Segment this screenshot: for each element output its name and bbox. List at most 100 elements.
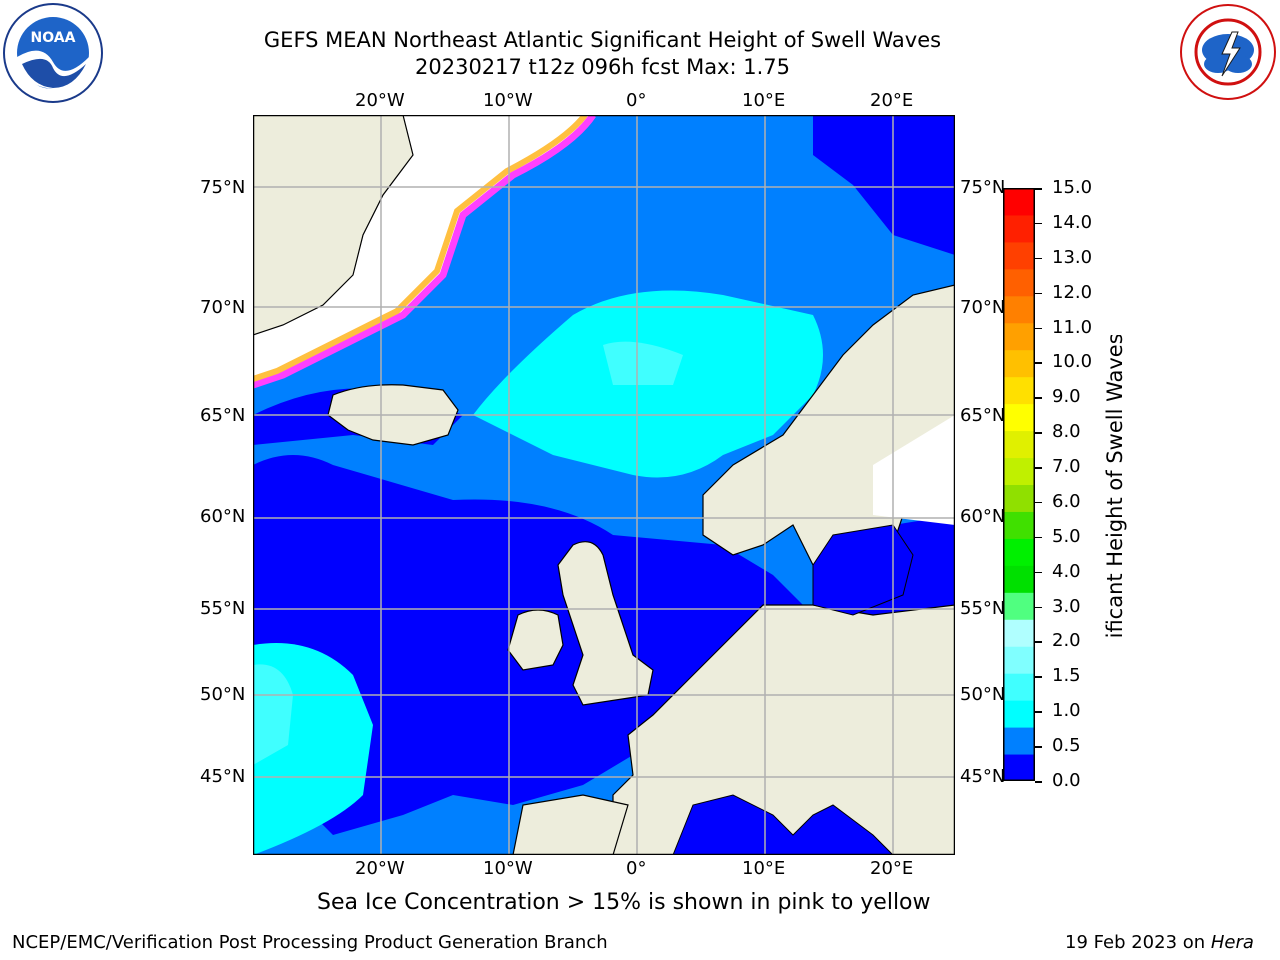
colorbar-tick-mark [1035, 536, 1042, 539]
colorbar-tick-label: 6.0 [1052, 490, 1081, 512]
colorbar-tick-mark [1035, 711, 1042, 713]
lat-tick-left: 70°N [200, 297, 246, 318]
colorbar-segment [1003, 241, 1035, 270]
colorbar-tick-mark [1035, 781, 1042, 783]
map-gridlines [253, 115, 955, 855]
land-great-britain [557, 541, 654, 706]
land-ireland [507, 609, 564, 671]
lat-tick-right: 45°N [960, 766, 1006, 787]
colorbar-tick-mark [1035, 327, 1042, 330]
colorbar-segment [1003, 349, 1035, 378]
footer-right: 19 Feb 2023 on Hera [1065, 932, 1254, 953]
colorbar-tick-label: 10.0 [1052, 351, 1093, 373]
land-greenland [253, 115, 414, 336]
lon-tick-top: 10°W [483, 90, 533, 111]
lon-tick-bottom: 10°E [742, 858, 786, 879]
colorbar-segment [1003, 214, 1035, 243]
colorbar-segment [1003, 430, 1035, 459]
lat-tick-right: 60°N [960, 506, 1006, 527]
colorbar-segment [1003, 673, 1035, 701]
nws-logo [1180, 4, 1276, 100]
sea-ice-edge [253, 115, 596, 389]
land-iberia [512, 794, 629, 855]
colorbar-tick-label: 0.5 [1052, 735, 1081, 757]
colorbar-segment [1003, 538, 1035, 566]
sea-ice-caption: Sea Ice Concentration > 15% is shown in … [317, 890, 931, 915]
colorbar-tick-label: 8.0 [1052, 421, 1081, 443]
colorbar-tick-mark [1035, 188, 1042, 190]
lat-tick-right: 50°N [960, 684, 1006, 705]
colorbar-tick-mark [1035, 467, 1042, 469]
colorbar-segment [1003, 322, 1035, 351]
colorbar-tick-label: 13.0 [1052, 246, 1093, 268]
colorbar-tick-label: 12.0 [1052, 281, 1093, 303]
colorbar-segment [1003, 565, 1035, 593]
swell-map [253, 115, 955, 855]
colorbar-segment [1003, 646, 1035, 674]
ocean-baltic [812, 524, 914, 616]
colorbar-tick-label: 11.0 [1052, 316, 1093, 338]
lon-tick-top: 20°E [870, 90, 914, 111]
colorbar-tick-mark [1035, 257, 1042, 260]
ocean-band-15-20 [603, 341, 683, 385]
colorbar-segment [1003, 376, 1035, 405]
colorbar-segment [1003, 484, 1035, 512]
colorbar-segment [1003, 754, 1035, 781]
colorbar-tick-mark [1035, 362, 1042, 364]
footer-machine: Hera [1210, 932, 1254, 953]
lat-tick-right: 65°N [960, 405, 1006, 426]
sea-ice-inner [253, 115, 588, 382]
colorbar-tick-label: 14.0 [1052, 211, 1093, 233]
colorbar-tick-label: 4.0 [1052, 560, 1081, 582]
colorbar-segment [1003, 511, 1035, 539]
lat-tick-left: 60°N [200, 506, 246, 527]
colorbar-segment [1003, 727, 1035, 755]
colorbar-segment [1003, 619, 1035, 647]
lon-tick-bottom: 20°W [355, 858, 405, 879]
lon-tick-top: 0° [626, 90, 647, 111]
colorbar-tick-label: 1.0 [1052, 700, 1081, 722]
lon-tick-bottom: 10°W [483, 858, 533, 879]
colorbar-tick-mark [1035, 432, 1042, 434]
colorbar-segment [1003, 700, 1035, 728]
colorbar-tick-mark [1035, 676, 1042, 678]
colorbar-tick-mark [1035, 746, 1042, 748]
colorbar-tick-label: 15.0 [1052, 177, 1093, 198]
footer-date: 19 Feb 2023 on [1065, 932, 1211, 953]
chart-subtitle: 20230217 t12z 096h fcst Max: 1.75 [415, 55, 790, 79]
colorbar-tick-label: 1.5 [1052, 665, 1081, 687]
colorbar-segment [1003, 403, 1035, 432]
ocean-mediterranean [672, 794, 894, 855]
colorbar-tick-mark [1035, 397, 1042, 399]
lat-tick-right: 55°N [960, 598, 1006, 619]
lon-tick-top: 20°W [355, 90, 405, 111]
colorbar-tick-label: 2.0 [1052, 630, 1081, 652]
colorbar-segment [1003, 457, 1035, 485]
colorbar-tick-label: 5.0 [1052, 525, 1081, 547]
colorbar-tick-mark [1035, 501, 1042, 504]
colorbar-tick-mark [1035, 222, 1042, 225]
lat-tick-right: 70°N [960, 297, 1006, 318]
lat-tick-left: 50°N [200, 684, 246, 705]
colorbar [1003, 188, 1035, 781]
noaa-logo: NOAA [3, 3, 103, 103]
lon-tick-bottom: 0° [626, 858, 647, 879]
colorbar-tick-mark [1035, 606, 1042, 609]
lat-tick-left: 75°N [200, 177, 246, 198]
lon-tick-bottom: 20°E [870, 858, 914, 879]
colorbar-title: Significant Height of Swell Waves [m] [1103, 335, 1127, 640]
colorbar-tick-mark [1035, 571, 1042, 574]
ocean-band-00-05 [813, 115, 955, 255]
ocean-band-15-20 [253, 664, 293, 765]
svg-text:Significant Height of Swell Wa: Significant Height of Swell Waves [m] [1103, 335, 1127, 640]
colorbar-segment [1003, 592, 1035, 620]
colorbar-tick-mark [1035, 292, 1042, 295]
footer-left: NCEP/EMC/Verification Post Processing Pr… [12, 932, 608, 953]
colorbar-tick-label: 9.0 [1052, 386, 1081, 408]
lon-tick-top: 10°E [742, 90, 786, 111]
colorbar-tick-label: 3.0 [1052, 595, 1081, 617]
lat-tick-left: 45°N [200, 766, 246, 787]
map-frame [253, 115, 955, 855]
noaa-logo-text: NOAA [31, 30, 76, 46]
colorbar-tick-label: 0.0 [1052, 770, 1081, 791]
